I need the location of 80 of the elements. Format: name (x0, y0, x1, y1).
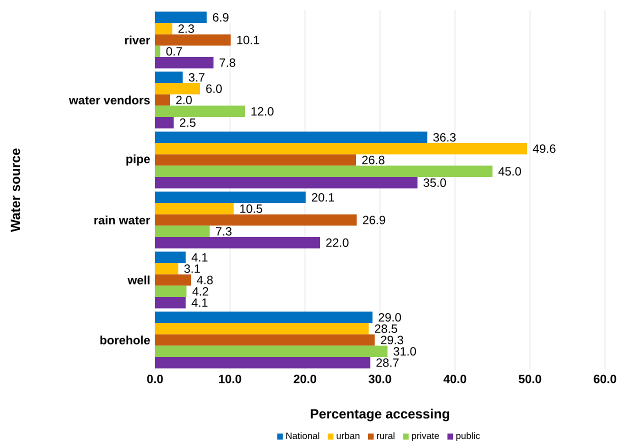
legend-label: urban (336, 432, 360, 440)
bar (155, 83, 200, 94)
bar (155, 34, 231, 46)
data-label: 10.5 (240, 204, 262, 213)
data-label: 2.5 (180, 118, 196, 127)
data-label: 3.7 (188, 73, 204, 82)
bar (155, 12, 207, 24)
bar (155, 297, 186, 308)
bar (155, 177, 418, 188)
y-tick-label: river (125, 36, 150, 44)
bar (155, 57, 214, 68)
bar (155, 46, 160, 58)
bar (155, 263, 178, 274)
data-label: 3.1 (184, 264, 200, 273)
data-label: 4.8 (196, 276, 213, 284)
bar (155, 226, 210, 238)
data-label: 4.1 (192, 298, 208, 307)
y-tick-label: water vendors (68, 96, 150, 104)
x-axis-title: Percentage accessing (310, 408, 450, 422)
x-tick-label: 30.0 (368, 374, 392, 384)
x-tick-label: 40.0 (444, 374, 466, 384)
data-label: 28.7 (376, 358, 399, 367)
bar (155, 72, 183, 84)
x-tick-label: 10.0 (219, 374, 242, 384)
data-label: 35.0 (424, 178, 446, 187)
legend-label: public (456, 432, 480, 441)
bar (155, 143, 527, 154)
bar (155, 334, 375, 346)
data-label: 4.1 (192, 253, 208, 262)
y-tick-label: pipe (126, 154, 150, 166)
data-label: 29.0 (378, 313, 401, 322)
bar (155, 312, 372, 324)
data-label: 29.3 (380, 336, 404, 344)
data-label: 22.0 (326, 238, 348, 247)
bar (155, 154, 356, 166)
x-tick-label: 50.0 (518, 374, 542, 384)
data-label: 10.1 (237, 36, 260, 44)
data-label: 31.0 (394, 347, 416, 356)
y-tick-label: rain water (94, 216, 150, 224)
bar (155, 357, 370, 368)
bar (155, 346, 388, 358)
x-tick-label: 20.0 (294, 374, 316, 384)
bar (155, 214, 357, 226)
data-label: 36.3 (433, 133, 456, 142)
legend-label: National (286, 432, 320, 440)
data-label: 12.0 (252, 107, 274, 116)
bar (155, 252, 186, 264)
data-label: 4.2 (192, 287, 208, 296)
bar (155, 274, 191, 286)
data-label: 26.9 (362, 216, 386, 224)
data-label: 0.7 (166, 47, 182, 56)
y-tick-label: well (128, 276, 150, 284)
y-tick-label: borehole (100, 336, 150, 344)
data-label: 7.8 (220, 58, 236, 67)
data-label: 28.5 (374, 324, 398, 333)
bar (155, 94, 170, 106)
bar (155, 192, 306, 204)
y-axis-title: Water source (10, 148, 20, 232)
legend-label: rural (376, 432, 394, 440)
data-label: 49.6 (532, 144, 556, 153)
data-label: 45.0 (498, 167, 521, 176)
bar (155, 286, 186, 298)
data-label: 7.3 (216, 227, 232, 236)
data-label: 2.3 (178, 24, 194, 33)
legend-label: private (412, 432, 439, 441)
bar (155, 117, 174, 128)
bar (155, 203, 234, 214)
bar (155, 323, 369, 334)
x-tick-label: 60.0 (594, 374, 616, 384)
data-label: 6.0 (206, 84, 222, 93)
bar (155, 106, 245, 118)
bar (155, 166, 492, 178)
bar (155, 132, 428, 144)
x-tick-label: 0.0 (147, 374, 163, 384)
bar (155, 23, 172, 34)
bar (155, 237, 320, 248)
data-label: 20.1 (312, 193, 334, 202)
data-label: 2.0 (176, 96, 192, 104)
data-label: 6.9 (212, 13, 228, 22)
data-label: 26.8 (362, 156, 384, 164)
